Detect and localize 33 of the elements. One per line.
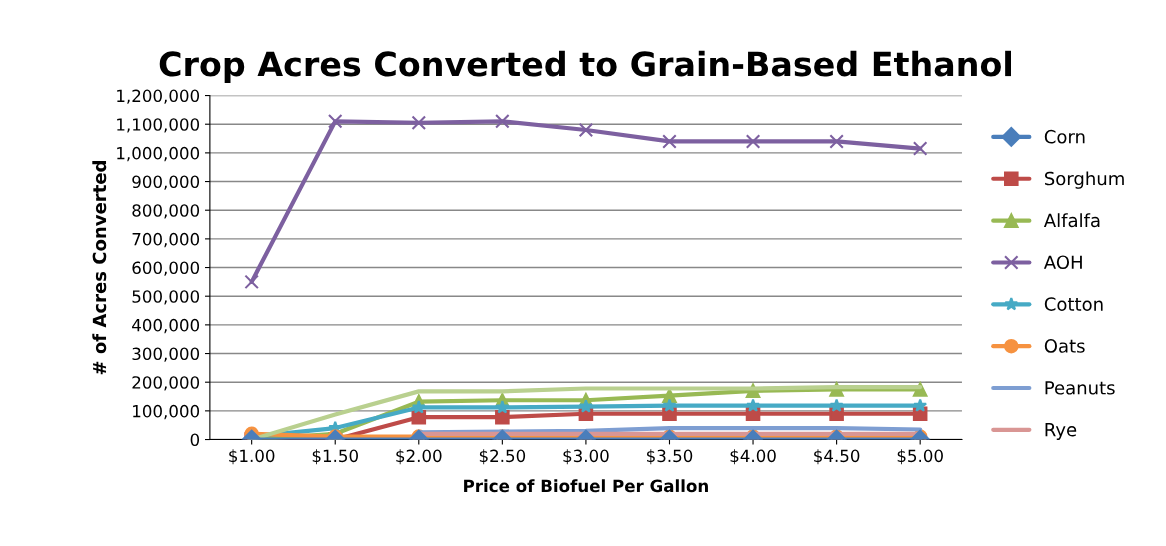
y-tick-label: 900,000 <box>132 175 200 190</box>
legend-label: AOH <box>1043 255 1082 270</box>
legend-label: Sorghum <box>1044 171 1124 189</box>
x-axis-title: Price of Biofuel Per Gallon <box>464 479 708 493</box>
y-tick-label: 100,000 <box>133 404 200 420</box>
y-tick-label: 800,000 <box>132 204 200 219</box>
x-tick-label: $4.00 <box>730 449 776 465</box>
x-tick-label: $1.50 <box>312 449 358 465</box>
x-tick-label: $2.50 <box>479 449 526 465</box>
y-tick-label: 0 <box>190 433 200 447</box>
y-tick-label: 1,100,000 <box>117 118 200 133</box>
legend-label: Oats <box>1044 339 1085 353</box>
x-tick-label: $3.00 <box>563 449 609 465</box>
y-tick-label: 1,200,000 <box>117 89 200 104</box>
legend-label: Corn <box>1044 129 1085 144</box>
legend-label: Rye <box>1045 423 1077 440</box>
y-tick-label: 200,000 <box>132 376 200 391</box>
y-tick-label: 500,000 <box>132 290 200 305</box>
y-tick-label: 1,000,000 <box>117 146 200 162</box>
legend-label: Peanuts <box>1045 381 1115 395</box>
legend-label: Cotton <box>1044 297 1103 311</box>
x-tick-label: $1.00 <box>229 449 275 465</box>
x-tick-label: $5.00 <box>897 449 943 465</box>
x-tick-label: $2.00 <box>396 449 442 465</box>
x-tick-label: $4.50 <box>814 449 860 465</box>
legend-label: Alfalfa <box>1043 213 1100 228</box>
y-tick-label: 600,000 <box>132 261 200 276</box>
y-axis-title: # of Acres Converted <box>92 161 107 375</box>
y-tick-label: 300,000 <box>132 347 200 362</box>
y-tick-label: 700,000 <box>132 232 200 248</box>
chart-title: Crop Acres Converted to Grain-Based Ethanol <box>159 50 1011 84</box>
y-tick-label: 400,000 <box>132 318 200 334</box>
x-tick-label: $3.50 <box>647 449 693 465</box>
